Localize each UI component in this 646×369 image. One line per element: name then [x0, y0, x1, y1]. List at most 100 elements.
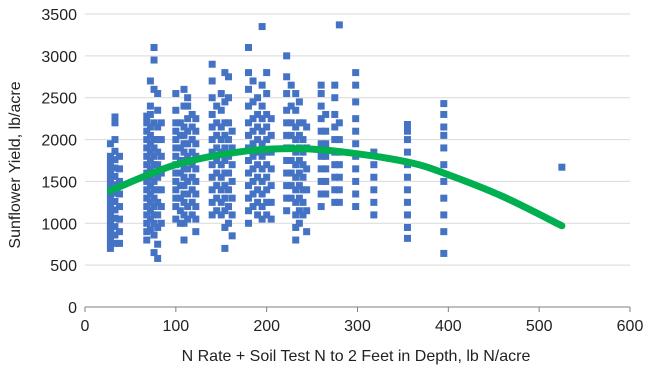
- data-point: [225, 169, 233, 177]
- data-point: [176, 169, 184, 177]
- data-point: [403, 211, 411, 219]
- data-point: [258, 177, 266, 185]
- data-point: [317, 177, 325, 185]
- data-point: [331, 186, 339, 194]
- data-point: [217, 186, 225, 194]
- data-point: [292, 90, 300, 98]
- data-point: [213, 194, 221, 202]
- data-point: [154, 240, 162, 248]
- data-point: [317, 140, 325, 148]
- data-point: [352, 190, 360, 198]
- data-point: [150, 56, 158, 64]
- data-point: [106, 206, 114, 214]
- data-point: [317, 165, 325, 173]
- x-tick-label: 600: [617, 318, 644, 335]
- data-point: [299, 186, 307, 194]
- data-point: [258, 152, 266, 160]
- data-point: [143, 186, 151, 194]
- data-point: [299, 161, 307, 169]
- data-point: [352, 81, 360, 89]
- data-point: [154, 123, 162, 131]
- gridlines: [85, 13, 630, 266]
- data-point: [317, 203, 325, 211]
- data-point: [295, 169, 303, 177]
- data-point: [208, 77, 216, 85]
- data-point: [176, 207, 184, 215]
- data-point: [267, 215, 275, 223]
- data-point: [221, 194, 229, 202]
- data-point: [403, 127, 411, 135]
- data-point: [157, 152, 165, 160]
- data-point: [213, 131, 221, 139]
- data-point: [228, 232, 236, 240]
- data-point: [258, 127, 266, 135]
- data-point: [213, 144, 221, 152]
- data-point: [208, 148, 216, 156]
- data-point: [352, 69, 360, 77]
- data-point: [352, 98, 360, 106]
- data-point: [157, 136, 165, 144]
- data-point: [184, 102, 192, 110]
- data-point: [292, 236, 300, 244]
- data-point: [111, 119, 119, 127]
- data-point: [283, 106, 291, 114]
- data-point: [245, 194, 252, 202]
- x-tick-label: 0: [81, 318, 90, 335]
- data-point: [143, 211, 151, 219]
- data-point: [228, 144, 236, 152]
- data-point: [184, 177, 192, 185]
- data-point: [180, 211, 188, 219]
- data-point: [157, 203, 165, 211]
- data-point: [208, 198, 216, 206]
- data-point: [303, 186, 311, 194]
- data-point: [157, 186, 165, 194]
- data-point: [317, 81, 325, 89]
- data-point: [172, 194, 180, 202]
- data-point: [111, 172, 119, 180]
- data-point: [258, 165, 266, 173]
- data-point: [172, 127, 180, 135]
- data-point: [228, 211, 236, 219]
- data-point: [143, 236, 151, 244]
- data-point: [172, 186, 180, 194]
- data-point: [287, 157, 295, 164]
- data-point: [295, 157, 303, 164]
- data-point: [295, 207, 303, 215]
- data-point: [249, 98, 257, 106]
- data-point: [184, 152, 192, 160]
- data-point: [283, 73, 291, 81]
- data-point: [440, 249, 448, 257]
- data-point: [370, 173, 378, 181]
- data-point: [111, 239, 119, 247]
- data-point: [258, 203, 266, 211]
- data-point: [335, 186, 343, 194]
- data-point: [213, 182, 221, 190]
- data-point: [188, 110, 196, 118]
- data-point: [258, 115, 266, 123]
- data-point: [111, 156, 119, 164]
- data-point: [154, 161, 162, 169]
- data-point: [154, 148, 162, 156]
- data-point: [188, 173, 196, 181]
- data-point: [146, 182, 154, 190]
- data-point: [188, 123, 196, 131]
- data-point: [254, 94, 262, 102]
- data-point: [263, 136, 271, 144]
- data-point: [292, 123, 300, 131]
- data-point: [106, 152, 114, 160]
- data-point: [172, 215, 180, 223]
- data-point: [146, 110, 154, 118]
- data-point: [263, 123, 271, 131]
- data-point: [180, 219, 188, 227]
- data-point: [106, 140, 114, 148]
- data-point: [106, 239, 114, 247]
- data-point: [267, 165, 275, 173]
- data-point: [292, 173, 300, 181]
- data-point: [283, 169, 291, 177]
- data-point: [154, 106, 162, 114]
- data-point: [303, 165, 311, 173]
- data-point: [154, 211, 162, 219]
- data-point: [172, 144, 180, 152]
- data-point: [184, 94, 192, 102]
- data-point: [106, 195, 114, 203]
